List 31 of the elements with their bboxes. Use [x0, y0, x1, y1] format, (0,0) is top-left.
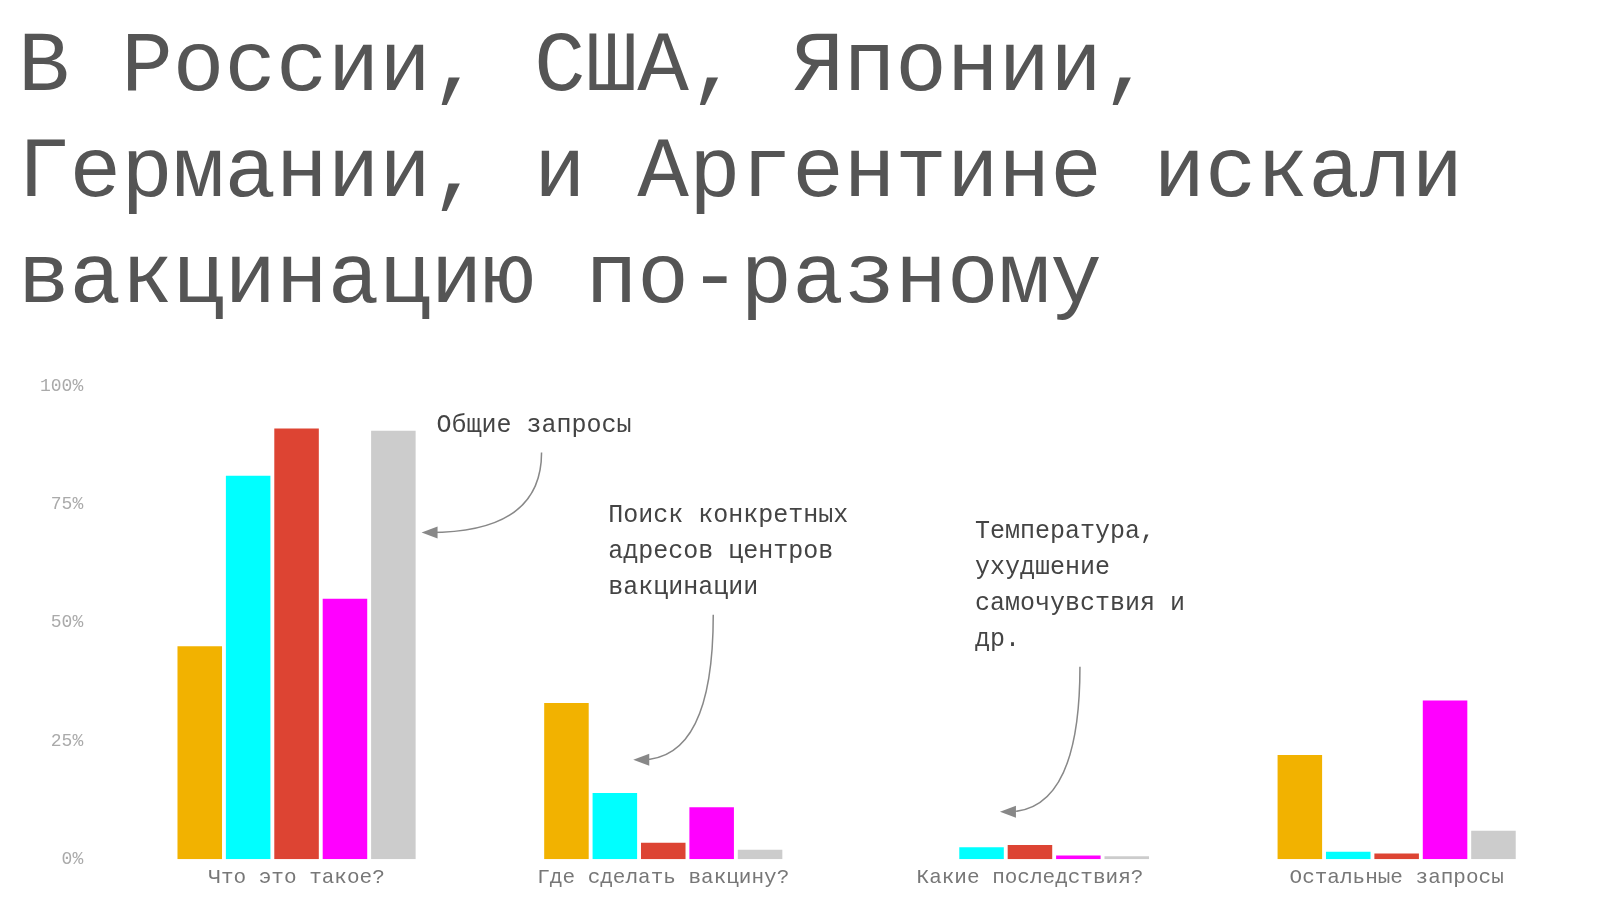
bar [1422, 700, 1468, 860]
bar [959, 847, 1004, 860]
x-tick-label: Какие последствия? [916, 866, 1144, 890]
bar [544, 702, 589, 860]
bar [225, 475, 271, 860]
bar [737, 849, 783, 860]
chart-title: В России, США, Японии, Германии, и Аргентине искали вакцинацию по-разному [18, 17, 1465, 330]
bar [1325, 851, 1371, 860]
annotation: Общие запросы [436, 410, 632, 440]
bar [177, 646, 223, 860]
bar [689, 807, 734, 860]
y-tick-label: 0% [61, 848, 84, 869]
y-tick-label: 50% [50, 612, 84, 633]
annotation: Температура, ухудшение самочувствия и др. [974, 516, 1185, 654]
x-tick-label: Где сделать вакцину? [537, 866, 790, 890]
bar [1007, 845, 1053, 860]
bar [1056, 855, 1101, 860]
bar [322, 598, 368, 860]
bar [1277, 755, 1323, 860]
y-tick-label: 75% [50, 493, 84, 514]
annotation: Поиск конкретных адресов центров вакцинации [608, 500, 849, 602]
y-tick-label: 25% [50, 730, 84, 751]
bar [592, 792, 638, 860]
x-tick-label: Остальные запросы [1289, 866, 1504, 890]
bar [371, 430, 416, 860]
bar [640, 842, 686, 860]
bar [1104, 856, 1150, 860]
y-tick-label: 100% [39, 375, 84, 396]
bar [274, 428, 319, 860]
bar [1471, 830, 1516, 860]
x-tick-label: Что это такое? [208, 866, 385, 890]
